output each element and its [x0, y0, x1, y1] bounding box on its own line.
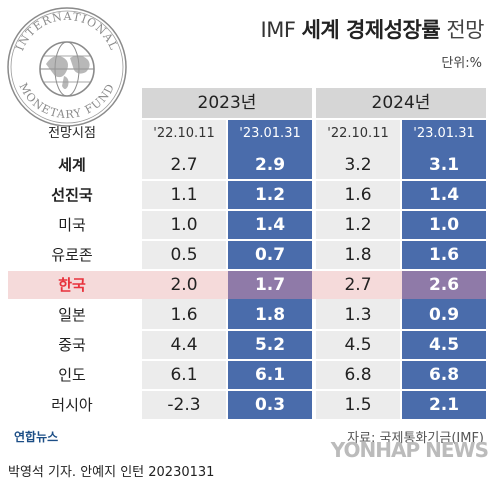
value-cell: 1.8 [254, 305, 286, 325]
value-cell: 6.1 [170, 365, 198, 385]
value-cell: 5.2 [254, 335, 286, 355]
value-cell: 1.4 [428, 185, 460, 205]
row-label: 세계 [58, 156, 86, 174]
date-header: '22.10.11 [327, 126, 389, 141]
value-cell: 2.9 [254, 155, 286, 175]
value-cell: 3.2 [344, 155, 372, 175]
value-cell: 1.6 [428, 245, 460, 265]
value-cell: 3.1 [428, 155, 460, 175]
imf-seal-logo: INTERNATIONAL MONETARY FUND [7, 7, 127, 127]
row-label: 중국 [58, 336, 86, 354]
value-cell: 1.6 [344, 185, 372, 205]
highlight-cell-bg [402, 271, 486, 299]
value-cell: 0.5 [170, 245, 198, 265]
highlight-cell-bg [228, 271, 312, 299]
value-cell: 1.0 [170, 215, 198, 235]
row-separator [8, 359, 486, 361]
row-separator [8, 389, 486, 391]
date-header: '22.10.11 [153, 126, 215, 141]
value-cell: 4.4 [170, 335, 198, 355]
value-cell: 4.5 [428, 335, 460, 355]
row-separator [8, 179, 486, 181]
value-cell: 1.8 [344, 245, 372, 265]
yonhap-logo: 연합뉴스 [14, 428, 58, 445]
title-main: 세계 경제성장률 [301, 18, 441, 42]
row-label: 러시아 [51, 396, 93, 414]
unit-label: 단위:% [441, 56, 482, 71]
yonhap-logo-text: 연합뉴스 [14, 430, 59, 444]
value-cell: 1.3 [344, 305, 372, 325]
value-cell: 1.4 [254, 215, 286, 235]
value-cell: 2.0 [170, 275, 198, 295]
value-cell: 2.7 [344, 275, 372, 295]
row-label: 일본 [58, 306, 86, 324]
infographic-card: INTERNATIONAL MONETARY FUND IMF 세계 경제성장률… [7, 7, 490, 462]
row-separator [8, 209, 486, 211]
row-separator [8, 419, 486, 421]
row-label: 선진국 [51, 186, 93, 204]
year-header: 2024년 [316, 88, 486, 118]
title-suffix: 전망 [446, 18, 484, 42]
title-prefix: IMF [260, 18, 296, 42]
row-separator [8, 329, 486, 331]
value-cell: 1.5 [344, 395, 372, 415]
value-cell: 1.6 [170, 305, 198, 325]
value-cell: 6.8 [428, 365, 460, 385]
value-cell: 1.0 [428, 215, 460, 235]
value-cell: 0.7 [254, 245, 286, 265]
row-label: 인도 [58, 366, 86, 384]
value-cell: 4.5 [344, 335, 372, 355]
value-cell: 1.2 [254, 185, 286, 205]
value-cell: 2.7 [170, 155, 198, 175]
row-label: 한국 [58, 276, 86, 294]
date-header: '23.01.31 [239, 126, 301, 141]
source-note: 자료: 국제통화기금(IMF) [347, 431, 484, 446]
value-cell: 0.9 [428, 305, 460, 325]
value-cell: 2.1 [428, 395, 460, 415]
row-separator [8, 269, 486, 271]
label-header: 전망시점 [48, 126, 96, 141]
date-header: '23.01.31 [413, 126, 475, 141]
value-cell: 1.2 [344, 215, 372, 235]
value-cell: -2.3 [167, 395, 201, 415]
value-cell: 1.1 [170, 185, 198, 205]
yonhap-watermark: YONHAP NEWS [330, 438, 489, 462]
credit-line: 박영석 기자. 안예지 인턴 20230131 [8, 465, 215, 480]
value-cell: 6.1 [254, 365, 286, 385]
value-cell: 1.7 [254, 275, 286, 295]
page-title: IMF 세계 경제성장률 전망 [260, 14, 485, 44]
year-header: 2023년 [142, 88, 312, 118]
row-separator [8, 239, 486, 241]
row-label: 유로존 [51, 246, 93, 264]
value-cell: 2.6 [428, 275, 460, 295]
value-cell: 0.3 [254, 395, 286, 415]
row-label: 미국 [58, 216, 86, 234]
value-cell: 6.8 [344, 365, 372, 385]
